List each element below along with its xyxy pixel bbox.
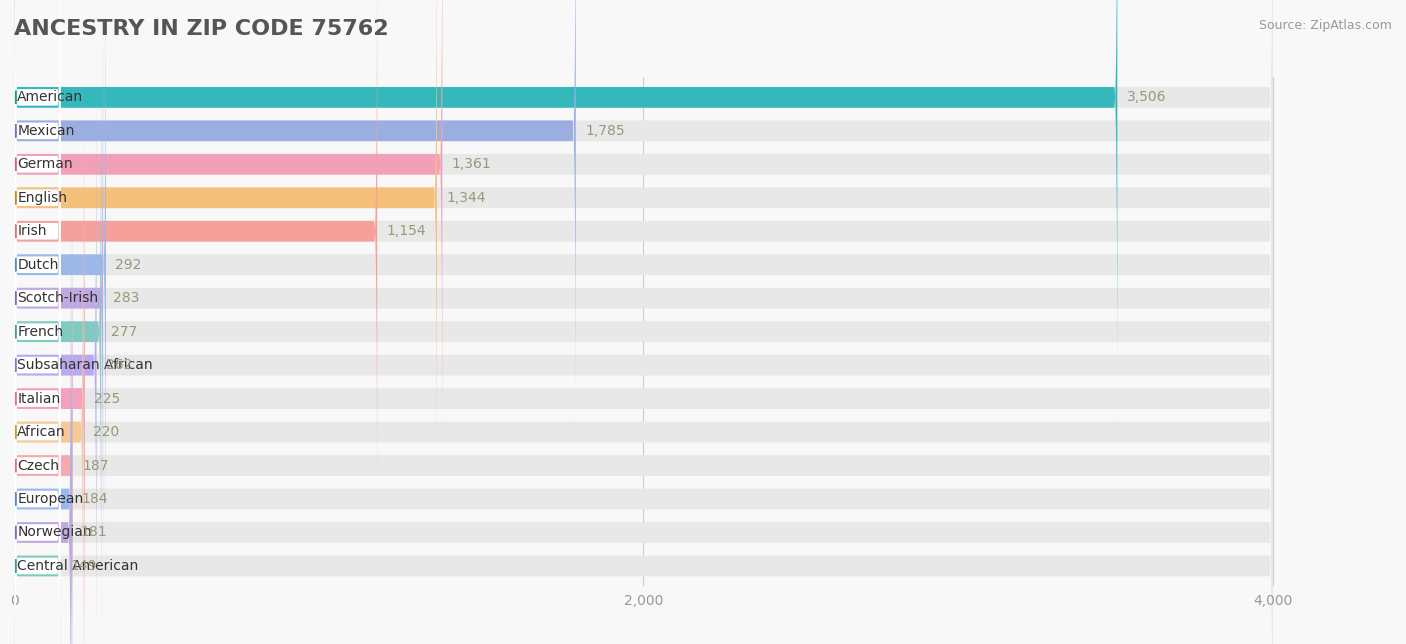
FancyBboxPatch shape	[14, 242, 60, 644]
FancyBboxPatch shape	[14, 72, 60, 644]
Text: 262: 262	[105, 358, 132, 372]
FancyBboxPatch shape	[14, 0, 1272, 422]
FancyBboxPatch shape	[14, 175, 72, 644]
Text: 1,785: 1,785	[585, 124, 624, 138]
FancyBboxPatch shape	[14, 208, 72, 644]
Text: French: French	[17, 325, 63, 339]
FancyBboxPatch shape	[14, 0, 60, 390]
Text: 1,344: 1,344	[447, 191, 486, 205]
FancyBboxPatch shape	[14, 242, 1272, 644]
Text: 1,154: 1,154	[387, 224, 426, 238]
FancyBboxPatch shape	[14, 0, 377, 556]
FancyBboxPatch shape	[14, 0, 576, 455]
FancyBboxPatch shape	[14, 0, 60, 491]
FancyBboxPatch shape	[14, 206, 60, 644]
FancyBboxPatch shape	[14, 0, 1272, 455]
FancyBboxPatch shape	[14, 41, 97, 644]
FancyBboxPatch shape	[14, 0, 1272, 556]
FancyBboxPatch shape	[14, 139, 60, 644]
FancyBboxPatch shape	[14, 0, 443, 489]
FancyBboxPatch shape	[14, 0, 1118, 422]
FancyBboxPatch shape	[14, 141, 1272, 644]
Text: 277: 277	[111, 325, 136, 339]
FancyBboxPatch shape	[14, 273, 60, 644]
FancyBboxPatch shape	[14, 208, 1272, 644]
Text: Irish: Irish	[17, 224, 46, 238]
Text: Czech: Czech	[17, 459, 59, 473]
Text: Dutch: Dutch	[17, 258, 59, 272]
FancyBboxPatch shape	[14, 0, 1272, 489]
Text: American: American	[17, 90, 83, 104]
Text: 181: 181	[80, 526, 107, 540]
Text: 3,506: 3,506	[1126, 90, 1166, 104]
FancyBboxPatch shape	[14, 0, 1272, 623]
Text: 187: 187	[83, 459, 108, 473]
FancyBboxPatch shape	[14, 74, 1272, 644]
FancyBboxPatch shape	[14, 108, 83, 644]
FancyBboxPatch shape	[14, 0, 1272, 522]
FancyBboxPatch shape	[14, 173, 60, 644]
Text: European: European	[17, 492, 83, 506]
FancyBboxPatch shape	[14, 0, 60, 524]
Text: African: African	[17, 425, 66, 439]
Text: Norwegian: Norwegian	[17, 526, 91, 540]
FancyBboxPatch shape	[14, 7, 1272, 644]
Text: German: German	[17, 157, 73, 171]
Text: English: English	[17, 191, 67, 205]
FancyBboxPatch shape	[14, 0, 105, 589]
FancyBboxPatch shape	[14, 5, 60, 591]
Text: Source: ZipAtlas.com: Source: ZipAtlas.com	[1258, 19, 1392, 32]
FancyBboxPatch shape	[14, 39, 60, 625]
Text: 225: 225	[94, 392, 121, 406]
FancyBboxPatch shape	[14, 0, 103, 623]
FancyBboxPatch shape	[14, 0, 1272, 589]
Text: ANCESTRY IN ZIP CODE 75762: ANCESTRY IN ZIP CODE 75762	[14, 19, 388, 39]
Text: 149: 149	[70, 559, 97, 573]
FancyBboxPatch shape	[14, 240, 60, 644]
FancyBboxPatch shape	[14, 74, 84, 644]
FancyBboxPatch shape	[14, 41, 1272, 644]
FancyBboxPatch shape	[14, 141, 73, 644]
FancyBboxPatch shape	[14, 0, 60, 424]
FancyBboxPatch shape	[14, 175, 1272, 644]
FancyBboxPatch shape	[14, 108, 1272, 644]
Text: 220: 220	[93, 425, 120, 439]
Text: 283: 283	[112, 291, 139, 305]
Text: 184: 184	[82, 492, 108, 506]
FancyBboxPatch shape	[14, 0, 437, 522]
Text: Scotch-Irish: Scotch-Irish	[17, 291, 98, 305]
FancyBboxPatch shape	[14, 0, 60, 558]
Text: Central American: Central American	[17, 559, 139, 573]
Text: Subsaharan African: Subsaharan African	[17, 358, 153, 372]
Text: 1,361: 1,361	[451, 157, 492, 171]
FancyBboxPatch shape	[14, 106, 60, 644]
Text: Italian: Italian	[17, 392, 60, 406]
Text: Mexican: Mexican	[17, 124, 75, 138]
FancyBboxPatch shape	[14, 7, 101, 644]
Text: 292: 292	[115, 258, 142, 272]
FancyBboxPatch shape	[14, 0, 60, 457]
